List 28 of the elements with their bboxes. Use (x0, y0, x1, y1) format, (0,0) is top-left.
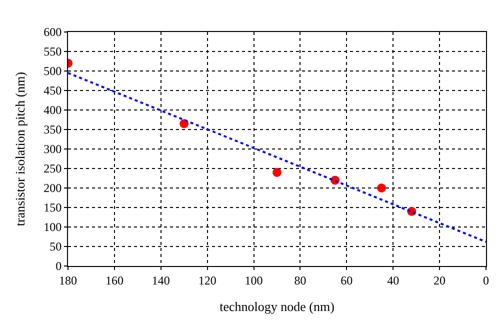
y-tick-label: 350 (44, 122, 62, 137)
x-tick-label: 0 (483, 273, 489, 288)
x-tick-label: 160 (105, 273, 124, 288)
y-tick-label: 100 (44, 220, 62, 234)
x-tick-label: 180 (59, 273, 77, 288)
y-tick-label: 550 (44, 44, 62, 59)
y-tick-label: 250 (44, 162, 62, 176)
x-tick-label: 60 (340, 273, 353, 288)
x-tick-label: 40 (387, 273, 400, 288)
point (272, 168, 282, 177)
y-tick-label: 500 (44, 64, 62, 78)
y-tick-label: 300 (44, 142, 62, 156)
y-axis-title: transistor isolation pitch (nm) (12, 72, 28, 226)
x-tick-label: 80 (294, 273, 306, 288)
y-tick-label: 150 (44, 200, 62, 215)
y-tick-label: 400 (44, 103, 62, 118)
x-tick-label: 20 (434, 273, 446, 288)
point (180, 119, 189, 128)
x-tick-label: 140 (152, 273, 170, 288)
y-tick-label: 50 (50, 240, 62, 254)
x-axis-title: technology node (nm) (220, 299, 334, 314)
y-tick-label: 0 (56, 259, 62, 274)
y-tick-label: 600 (44, 25, 62, 40)
point (377, 184, 386, 192)
y-tick-label: 450 (44, 84, 62, 98)
x-tick-label: 120 (198, 273, 216, 288)
y-tick-label: 200 (44, 181, 62, 196)
x-tick-label: 100 (244, 273, 263, 288)
